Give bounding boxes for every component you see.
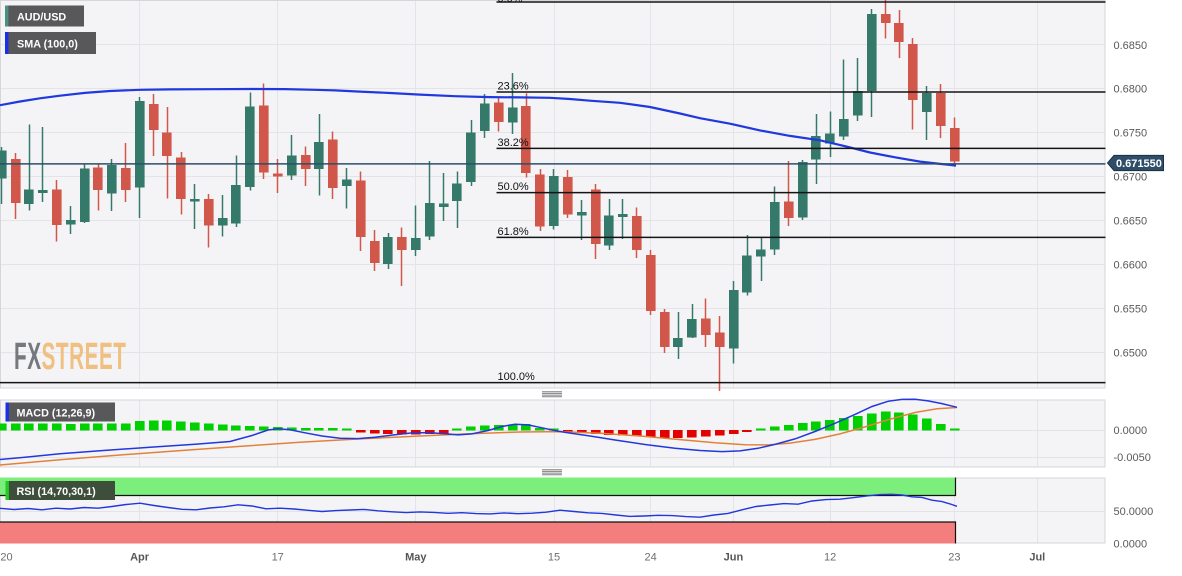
- svg-text:38.2%: 38.2%: [498, 137, 529, 149]
- svg-text:0.0000: 0.0000: [1114, 538, 1148, 550]
- svg-text:0.0%: 0.0%: [498, 0, 523, 5]
- svg-text:17: 17: [272, 552, 284, 564]
- svg-text:0.6550: 0.6550: [1114, 303, 1148, 315]
- svg-text:RSI (14,70,30,1): RSI (14,70,30,1): [17, 486, 97, 498]
- svg-text:15: 15: [548, 552, 560, 564]
- svg-text:Jun: Jun: [724, 552, 744, 564]
- svg-text:24: 24: [644, 552, 656, 564]
- svg-text:0.6500: 0.6500: [1114, 347, 1148, 359]
- svg-text:Apr: Apr: [130, 552, 150, 564]
- svg-text:20: 20: [0, 552, 12, 564]
- svg-text:0.6650: 0.6650: [1114, 216, 1148, 228]
- svg-text:0.6850: 0.6850: [1114, 40, 1148, 52]
- svg-text:61.8%: 61.8%: [498, 226, 529, 238]
- svg-text:FXSTREET: FXSTREET: [14, 335, 127, 377]
- svg-text:50.0000: 50.0000: [1114, 506, 1154, 518]
- svg-text:-0.0050: -0.0050: [1114, 452, 1151, 464]
- svg-text:AUD/USD: AUD/USD: [17, 12, 66, 24]
- svg-text:0.6700: 0.6700: [1114, 172, 1148, 184]
- svg-text:12: 12: [824, 552, 836, 564]
- svg-text:Jul: Jul: [1029, 552, 1045, 564]
- svg-text:0.6800: 0.6800: [1114, 84, 1148, 96]
- svg-text:0.6600: 0.6600: [1114, 259, 1148, 271]
- svg-text:100.0%: 100.0%: [498, 371, 536, 383]
- svg-text:0.671550: 0.671550: [1116, 158, 1162, 170]
- svg-text:0.6750: 0.6750: [1114, 128, 1148, 140]
- svg-text:23: 23: [948, 552, 960, 564]
- svg-text:0.0000: 0.0000: [1114, 425, 1148, 437]
- svg-text:50.0%: 50.0%: [498, 181, 529, 193]
- svg-text:May: May: [405, 552, 427, 564]
- svg-text:MACD (12,26,9): MACD (12,26,9): [17, 408, 96, 420]
- svg-text:23.6%: 23.6%: [498, 81, 529, 93]
- svg-text:SMA (100,0): SMA (100,0): [17, 39, 78, 51]
